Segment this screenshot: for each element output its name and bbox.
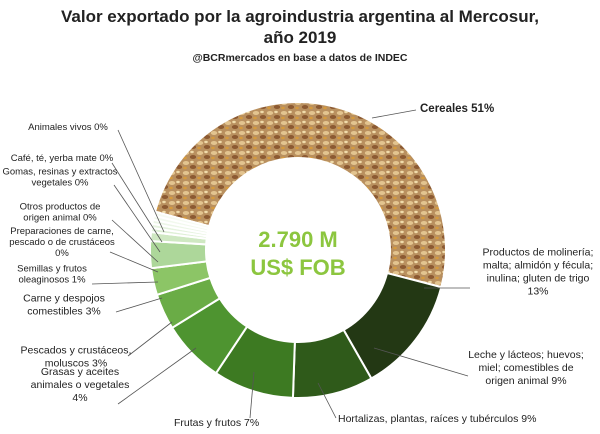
leader-semillas-y-frutos-oleaginosos xyxy=(91,281,159,285)
slice-cereales xyxy=(153,101,447,289)
label-grasas-y-aceites-animales-o-vegetales: Grasas y aceites animales o vegetales 4% xyxy=(31,366,130,404)
label-productos-de-molineria-malta-almidon-y-fecula-inulina-gluten-de-trigo: Productos de molinería; malta; almidón y … xyxy=(483,247,594,298)
slice-animales-vivos xyxy=(152,210,211,230)
leader-gomas-resinas-y-extractos-vegetales xyxy=(113,184,161,253)
leader-cafe-te-yerba-mate xyxy=(111,162,163,243)
label-semillas-y-frutos-oleaginosos: Semillas y frutos oleaginosos 1% xyxy=(17,264,87,286)
label-preparaciones-de-carne-pescado-o-de-crustaceos: Preparaciones de carne, pescado o de crus… xyxy=(9,226,115,259)
label-frutas-y-frutos: Frutas y frutos 7% xyxy=(174,417,259,429)
leader-frutas-y-frutos xyxy=(249,371,255,419)
label-leche-y-lacteos-huevos-miel-comestibles-de-origen-animal: Leche y lácteos; huevos; miel; comestible… xyxy=(468,349,584,387)
label-hortalizas-plantas-raices-y-tuberculos: Hortalizas, plantas, raíces y tubérculos… xyxy=(338,413,536,425)
slice-group xyxy=(149,101,447,399)
leader-otros-productos-de-origen-animal xyxy=(111,219,159,263)
label-carne-y-despojos-comestibles: Carne y despojos comestibles 3% xyxy=(23,293,105,318)
label-gomas-resinas-y-extractos-vegetales: Gomas, resinas y extractos vegetales 0% xyxy=(2,167,117,189)
label-cafe-te-yerba-mate: Café, té, yerba mate 0% xyxy=(11,153,114,164)
leader-preparaciones-de-carne-pescado-o-de-crustaceos xyxy=(109,251,159,273)
slice-labels: Cereales 51% Productos de molinería; malta… xyxy=(2,103,593,429)
label-animales-vivos: Animales vivos 0% xyxy=(28,122,108,133)
chart-title-line2: año 2019 xyxy=(264,28,337,47)
leader-animales-vivos xyxy=(117,129,165,233)
leader-hortalizas-plantas-raices-y-tuberculos xyxy=(317,382,337,419)
leader-leche-y-lacteos-huevos-miel-comestibles-de-origen-animal xyxy=(373,347,469,377)
chart-subtitle: @BCRmercados en base a datos de INDEC xyxy=(192,52,407,64)
label-otros-productos-de-origen-animal: Otros productos de origen animal 0% xyxy=(20,202,101,224)
leader-grasas-y-aceites-animales-o-vegetales xyxy=(117,347,197,405)
center-unit: US$ FOB xyxy=(250,255,345,280)
label-pescados-y-crustaceos-moluscos: Pescados y crustáceos, moluscos 3% xyxy=(21,345,132,370)
center-value: 2.790 M xyxy=(258,227,338,252)
leader-cereales xyxy=(371,109,417,119)
leader-pescados-y-crustaceos-moluscos xyxy=(127,321,173,357)
chart-title-line1: Valor exportado por la agroindustria arg… xyxy=(61,7,539,26)
leader-carne-y-despojos-comestibles xyxy=(115,297,163,313)
label-cereales: Cereales 51% xyxy=(420,103,494,115)
leader-lines xyxy=(91,109,470,419)
